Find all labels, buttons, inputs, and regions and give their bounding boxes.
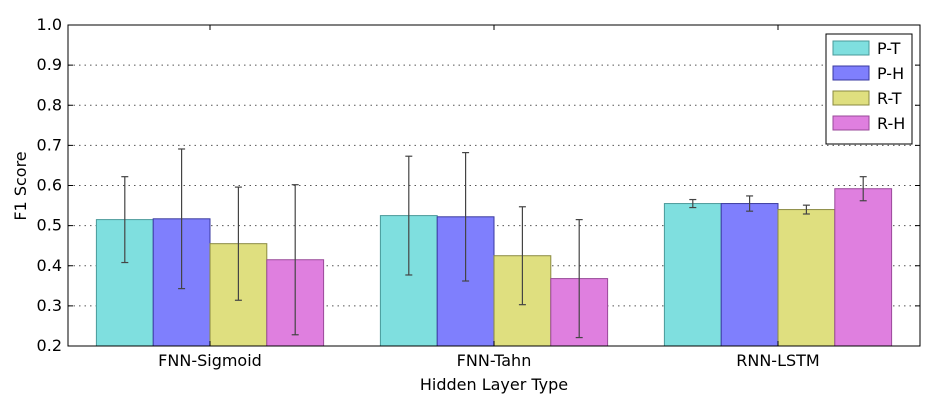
bar-r-h-rnn-lstm — [834, 188, 893, 347]
legend-label: P-H — [877, 64, 904, 83]
legend-label: P-T — [877, 39, 901, 58]
legend-label: R-T — [877, 89, 902, 108]
y-tick-label: 0.9 — [37, 55, 62, 74]
legend-swatch-p-t — [832, 40, 870, 56]
x-tick-label: FNN-Sigmoid — [158, 351, 262, 370]
bar-p-t-rnn-lstm — [663, 203, 722, 347]
x-tick-label: RNN-LSTM — [736, 351, 819, 370]
y-tick-label: 0.6 — [37, 176, 62, 195]
legend-swatch-r-h — [832, 115, 870, 131]
legend-swatch-r-t — [832, 90, 870, 106]
x-axis-label: Hidden Layer Type — [420, 375, 568, 394]
y-tick-label: 0.7 — [37, 135, 62, 154]
legend-label: R-H — [877, 114, 905, 133]
y-axis-ticks: 0.2 0.3 0.4 0.5 0.6 0.7 0.8 0.9 1.0 — [37, 15, 920, 355]
y-tick-label: 0.8 — [37, 95, 62, 114]
x-tick-label: FNN-Tahn — [457, 351, 532, 370]
x-axis-ticks: FNN-Sigmoid FNN-Tahn RNN-LSTM — [158, 25, 820, 370]
y-tick-label: 0.4 — [37, 256, 62, 275]
y-axis-label: F1 Score — [11, 151, 30, 220]
bar-r-t-rnn-lstm — [777, 209, 836, 347]
y-tick-label: 0.2 — [37, 336, 62, 355]
bar-p-h-rnn-lstm — [720, 203, 779, 347]
y-tick-label: 1.0 — [37, 15, 62, 34]
legend: P-T P-H R-T R-H — [825, 33, 913, 145]
legend-swatch-p-h — [832, 65, 870, 81]
y-tick-label: 0.3 — [37, 296, 62, 315]
error-bars — [121, 148, 867, 339]
bars — [95, 188, 893, 347]
y-tick-label: 0.5 — [37, 216, 62, 235]
